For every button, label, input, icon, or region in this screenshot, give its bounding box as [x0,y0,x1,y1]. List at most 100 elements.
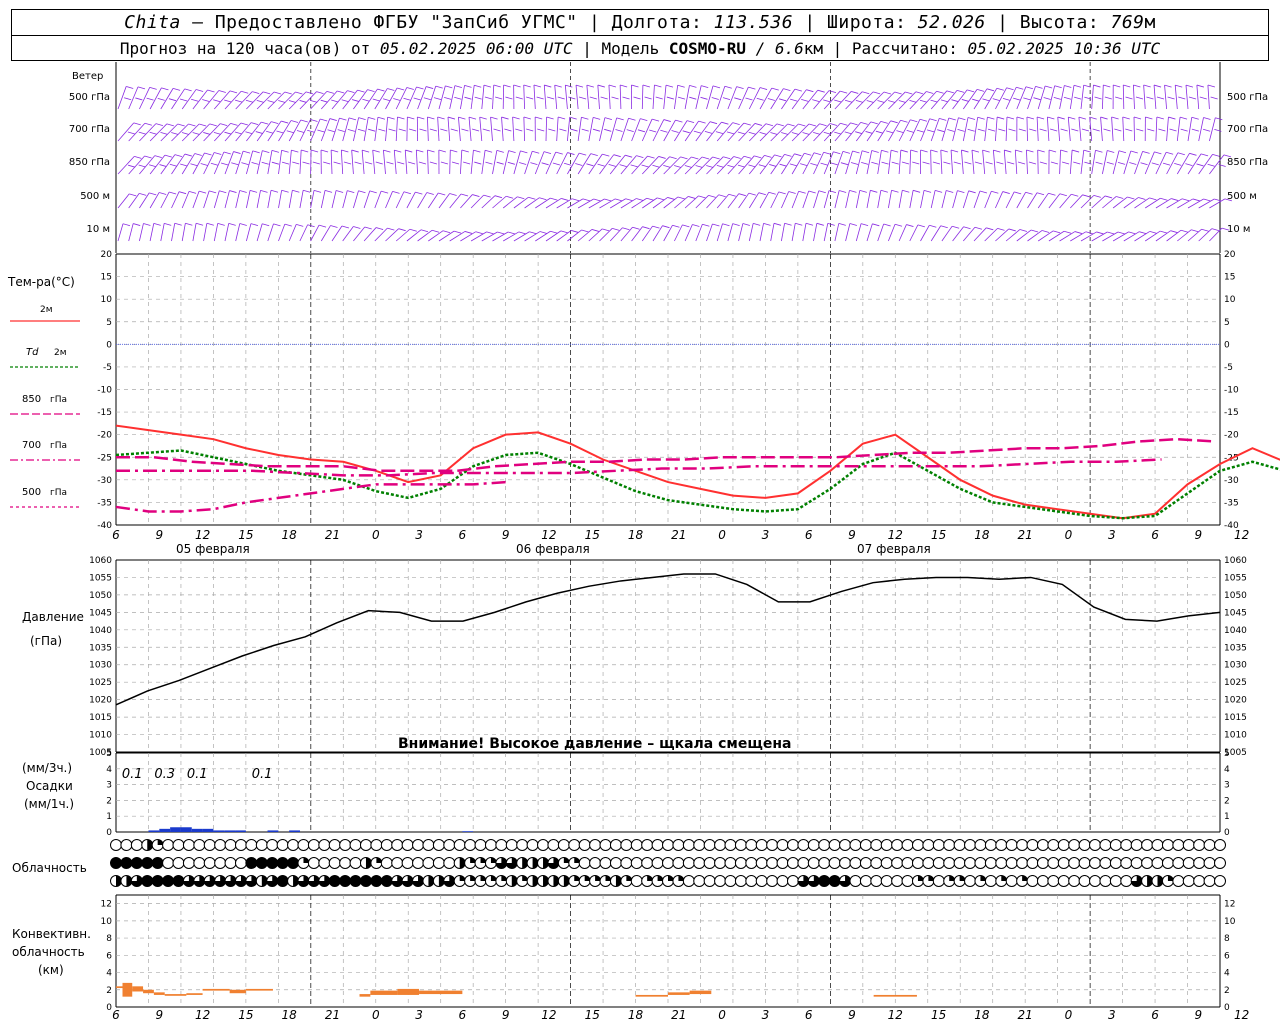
wind-barb-flag [910,149,918,153]
wind-barb-flag [362,149,370,153]
wind-barb-flag [1185,163,1193,167]
temp-xtick: 15 [238,528,253,542]
conv-bar [359,994,371,997]
wind-barb-icon [599,117,613,142]
wind-barb-staff [460,231,477,242]
conv-xtick: 12 [1234,1008,1249,1022]
wind-barb-flag [571,230,579,233]
cloud-cover-icon [1047,857,1060,869]
wind-barb-flag [284,91,292,95]
wind-barb-flag [894,223,903,227]
wind-barb-staff [267,120,282,142]
wind-barb-staff [738,123,756,142]
wind-barb-flag [220,162,229,166]
cloud-circle [932,857,945,869]
wind-barb-icon [1080,84,1092,110]
wind-barb-staff [1187,198,1204,209]
wind-barb-flag [870,189,878,193]
wind-barb-flag [715,131,724,134]
wind-barb-icon [652,119,671,142]
wind-level-label: 850 гПа [69,157,110,168]
cloud-cover-icon [484,839,497,851]
conv-ytick: 6 [106,951,112,961]
wind-barb-flag [1221,227,1230,231]
wind-barb-icon [1046,116,1058,142]
wind-barb-icon [1026,149,1037,175]
wind-barb-icon [759,123,784,142]
wind-barb-icon [791,190,806,209]
cloud-cover-icon [141,839,154,851]
wind-barb-icon [866,223,880,242]
cloud-cover-icon [724,839,737,851]
cloud-cover-icon [1005,875,1018,887]
wind-barb-staff [909,91,927,110]
wind-barb-staff [599,228,613,242]
cloud-circle [401,857,414,869]
wind-barb-staff [706,121,722,142]
wind-barb-icon [395,228,417,242]
cloud-cover-icon [734,839,747,851]
wind-barb-flag [1104,195,1113,199]
wind-barb-icon [321,90,345,110]
wind-barb-flag [155,123,164,126]
wind-barb-flag [1029,128,1037,132]
wind-barb-icon [962,190,976,209]
cloud-fill-half [126,875,132,887]
conv-bar [370,990,398,995]
wind-barb-flag [555,151,563,155]
wind-barb-icon [128,122,152,142]
wind-barb-flag [160,132,168,135]
cloud-cover-icon [453,857,466,869]
wind-barb-icon [1155,230,1178,242]
wind-barb-flag [419,128,427,132]
cloud-cover-icon [1214,875,1226,887]
cloud-circle [380,857,393,869]
cloud-circle [203,839,216,851]
wind-barb-flag [616,117,624,121]
cloud-fill-half [1147,875,1153,887]
wind-barb-icon [460,194,480,209]
wind-barb-icon [393,149,405,175]
wind-barb-staff [652,225,663,242]
cloud-label: Облачность [12,861,87,875]
wind-barb-flag [1072,149,1080,153]
wind-barb-flag [568,96,576,100]
temp-xtick: 21 [325,528,340,542]
wind-barb-staff [310,118,321,142]
wind-barb-icon [1155,198,1179,209]
wind-barb-flag [871,150,879,153]
cloud-cover-icon [818,839,831,851]
wind-barb-staff [813,90,830,110]
wind-barb-flag [946,190,954,193]
wind-barb-flag [748,192,756,196]
wind-barb-staff [631,197,647,209]
cloud-cover-icon [1099,857,1112,869]
temp-ytick: -30 [97,476,112,486]
wind-barb-flag [1210,96,1218,100]
wind-barb-icon [383,149,394,175]
wind-barb-staff [1122,117,1125,142]
wind-barb-flag [613,154,621,158]
wind-barb-staff [1091,150,1096,175]
wind-barb-staff [1080,85,1085,110]
temp-ytick-right: -5 [1224,363,1233,373]
wind-barb-flag [630,164,638,168]
pressure-warning: Внимание! Высокое давление – щкала смеще… [398,736,791,752]
wind-barb-staff [160,154,176,175]
wind-barb-flag [586,163,594,167]
cloud-cover-icon [859,875,872,887]
wind-barb-icon [1209,227,1230,242]
wind-barb-flag [795,222,803,226]
wind-barb-flag [180,163,188,167]
wind-barb-flag [919,99,928,103]
wind-barb-flag [604,117,613,121]
wind-barb-icon [534,116,545,142]
cloud-fill-full [287,857,299,869]
wind-barb-staff [995,228,1010,242]
wind-barb-flag [920,149,928,153]
wind-barb-flag [649,129,657,133]
wind-barb-flag [1203,117,1211,120]
cloud-circle [828,857,841,869]
cloud-cover-icon [359,875,372,887]
cloud-fill-3q [797,875,809,887]
